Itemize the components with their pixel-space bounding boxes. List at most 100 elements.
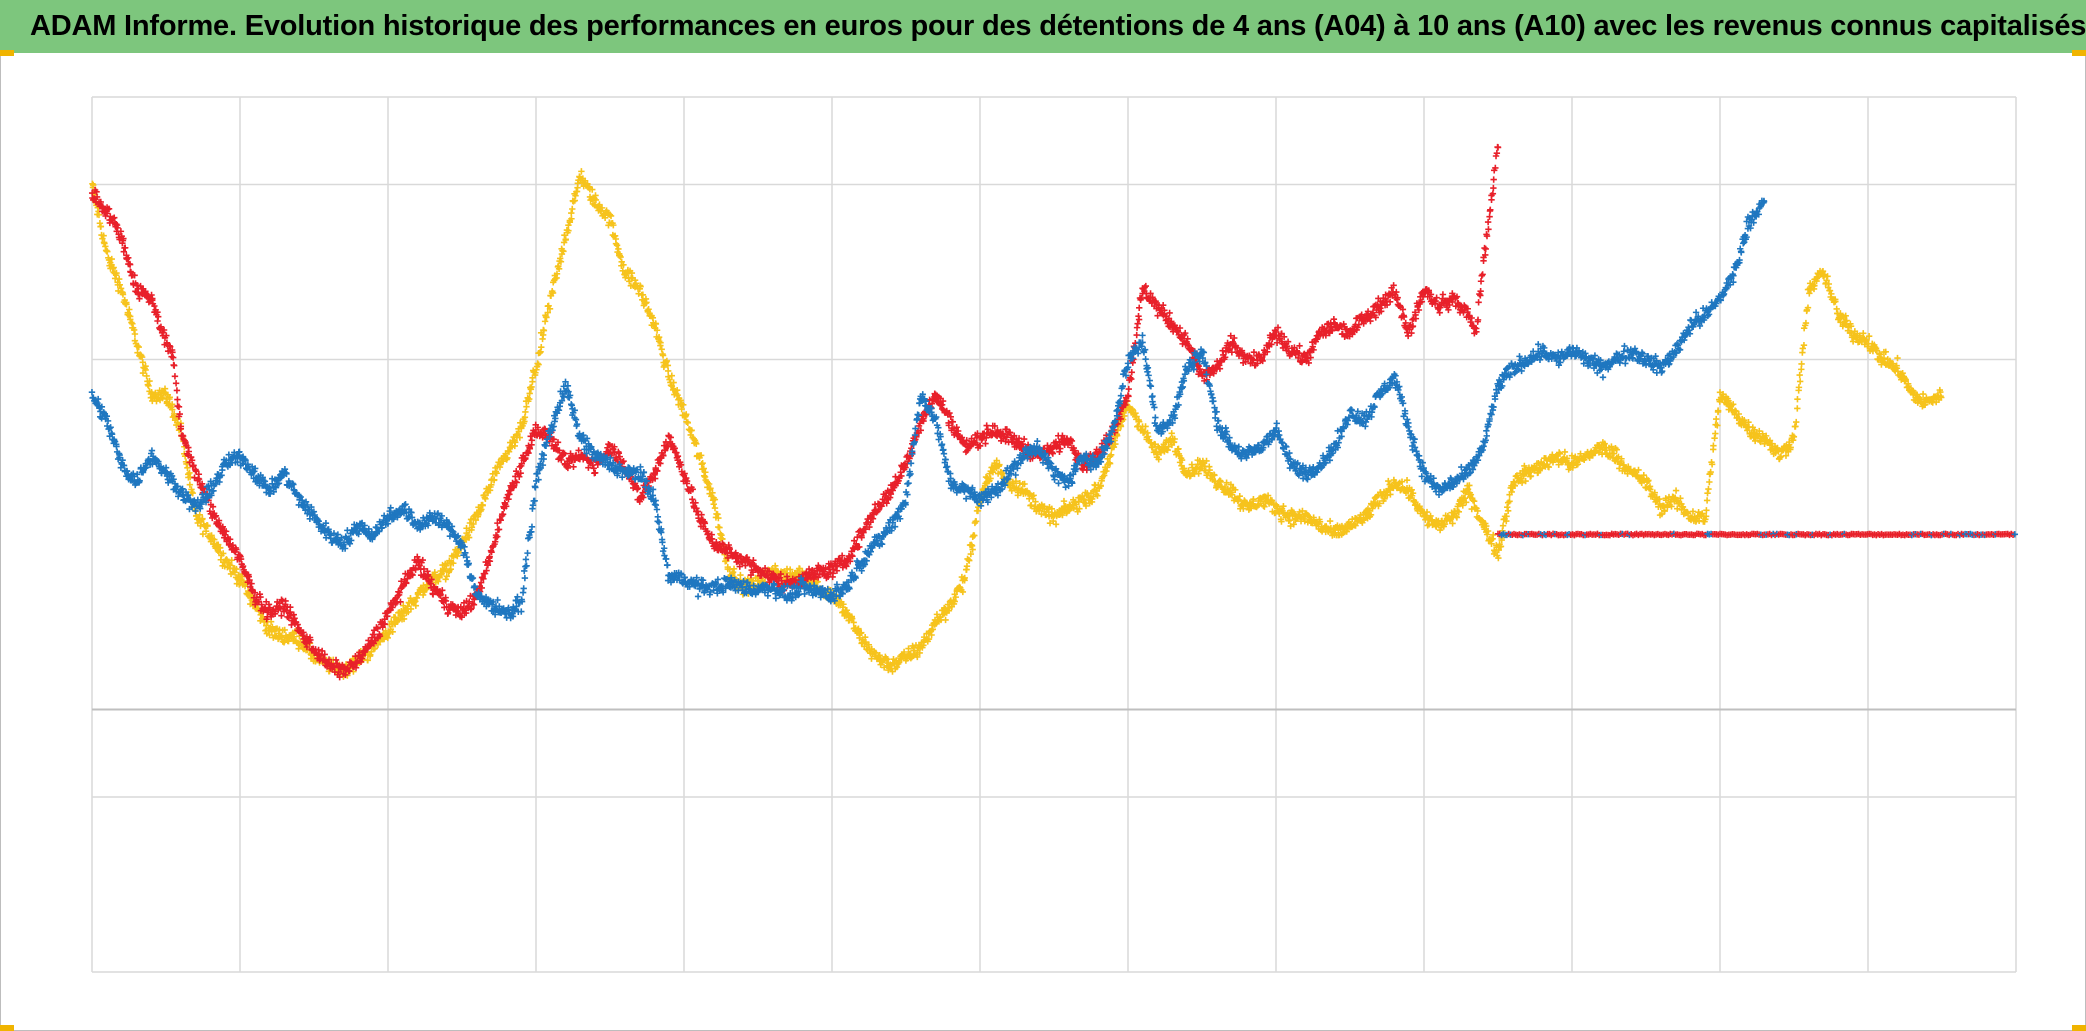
data-point — [204, 522, 211, 529]
data-point — [705, 480, 713, 488]
data-point — [1250, 496, 1257, 503]
data-point — [710, 500, 717, 508]
data-point — [952, 593, 959, 601]
data-point — [544, 309, 552, 316]
data-point — [569, 205, 576, 213]
data-point — [516, 434, 524, 441]
data-point — [566, 218, 574, 226]
data-point — [188, 489, 195, 496]
data-point — [929, 626, 937, 633]
data-point — [655, 334, 663, 341]
data-point — [512, 439, 519, 446]
data-point — [1107, 451, 1115, 458]
data-point — [490, 476, 498, 484]
data-point — [549, 289, 557, 297]
data-point — [135, 343, 142, 351]
data-point — [666, 376, 673, 383]
data-point — [848, 615, 856, 622]
data-point — [383, 633, 391, 641]
data-point — [522, 408, 529, 416]
data-point — [523, 403, 530, 410]
data-point — [109, 265, 117, 273]
data-point — [495, 526, 503, 533]
data-point — [597, 207, 605, 215]
data-point — [99, 235, 106, 242]
data-point — [1236, 493, 1243, 500]
data-point — [525, 395, 533, 403]
data-point — [367, 651, 374, 659]
data-point — [1798, 360, 1805, 368]
data-point — [543, 314, 550, 321]
data-point — [538, 343, 545, 351]
data-point — [565, 227, 572, 234]
data-point — [482, 495, 489, 503]
data-point — [202, 528, 210, 535]
corner-mark-bottom-left — [0, 1025, 14, 1031]
data-point — [386, 629, 393, 636]
data-point — [104, 248, 111, 255]
data-point — [716, 524, 723, 531]
data-point — [208, 532, 215, 539]
data-point — [115, 275, 123, 283]
data-point — [1112, 440, 1119, 448]
data-point — [786, 566, 794, 573]
data-point — [534, 360, 541, 367]
data-point — [215, 548, 223, 556]
data-point — [128, 319, 135, 326]
data-point — [1710, 442, 1717, 449]
data-point — [652, 320, 660, 328]
data-point — [967, 550, 975, 558]
data-point — [606, 211, 614, 218]
data-point — [730, 565, 738, 572]
data-point — [526, 390, 533, 397]
data-point — [928, 631, 935, 639]
data-point — [610, 221, 617, 229]
chart-title: ADAM Informe. Evolution historique des p… — [30, 10, 2086, 42]
data-point — [1117, 423, 1125, 430]
data-point — [983, 422, 990, 429]
data-point — [1030, 492, 1037, 499]
data-point — [413, 594, 421, 602]
data-point — [1798, 366, 1805, 373]
data-point — [1082, 502, 1090, 510]
data-point — [95, 211, 103, 219]
data-point — [1206, 466, 1213, 474]
data-point — [840, 601, 847, 608]
data-point — [1232, 486, 1239, 494]
data-point — [553, 270, 561, 278]
data-point — [1504, 503, 1511, 511]
data-point — [1504, 499, 1512, 506]
data-point — [1211, 472, 1218, 479]
data-point — [127, 316, 134, 323]
data-point — [1480, 257, 1487, 264]
data-point — [1128, 405, 1136, 413]
data-point — [872, 649, 880, 657]
data-point — [146, 377, 153, 385]
data-point — [996, 461, 1003, 468]
data-point — [1103, 464, 1111, 471]
data-point — [1672, 487, 1680, 494]
data-point — [637, 283, 644, 290]
data-point — [131, 330, 139, 338]
data-point — [989, 469, 997, 476]
data-point — [546, 305, 554, 312]
data-point — [371, 644, 379, 652]
corner-mark-top-left — [0, 50, 14, 56]
data-point — [1168, 430, 1175, 437]
data-point — [607, 212, 615, 220]
data-point — [1165, 443, 1172, 450]
data-point — [238, 573, 246, 580]
data-point — [113, 269, 120, 277]
data-point — [961, 574, 968, 582]
data-point — [1078, 492, 1086, 500]
data-point — [170, 362, 178, 369]
data-point — [729, 568, 737, 576]
data-point — [1171, 435, 1178, 443]
data-point — [493, 470, 500, 477]
data-point — [711, 496, 719, 503]
data-point — [1799, 345, 1806, 352]
data-point — [1021, 480, 1028, 488]
data-point — [195, 475, 203, 483]
data-point — [145, 382, 152, 390]
data-point — [422, 585, 429, 592]
